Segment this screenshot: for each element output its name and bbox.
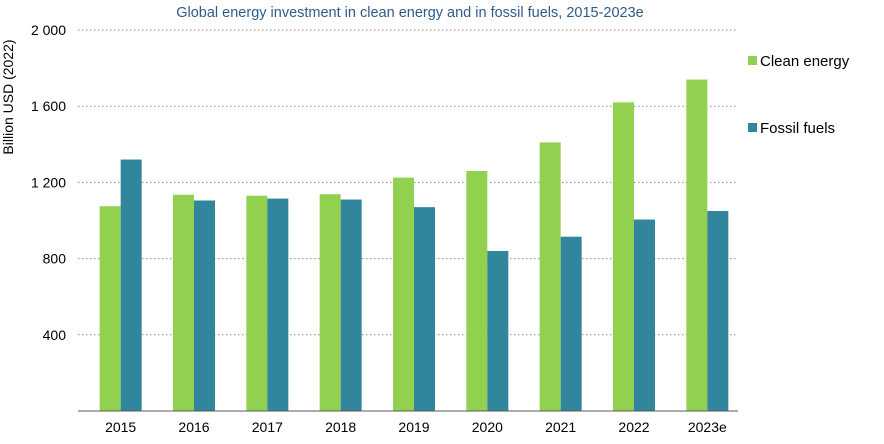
y-axis-label: Billion USD (2022) (0, 39, 16, 154)
bar-clean-energy (686, 79, 708, 411)
bar-clean-energy (246, 195, 268, 411)
bar-clean-energy (613, 102, 634, 411)
gridlines: 400 800 1 200 1 600 2 000 (31, 22, 738, 343)
bar-fossil-fuels (560, 236, 582, 411)
bar-fossil-fuels (707, 210, 729, 411)
bar-fossil-fuels (634, 219, 655, 411)
x-tick-labels: 2015 2016 2017 2018 2019 2020 2021 2022 2023e (105, 419, 727, 435)
bar-clean-energy (99, 206, 121, 411)
x-tick-label: 2016 (178, 419, 209, 435)
y-tick-label: 800 (43, 251, 67, 267)
bar-fossil-fuels (340, 199, 362, 411)
x-tick-label: 2021 (545, 419, 576, 435)
bar-fossil-fuels (194, 200, 215, 411)
x-tick-label: 2018 (325, 419, 356, 435)
x-tick-label: 2022 (618, 419, 649, 435)
bar-fossil-fuels (120, 159, 142, 411)
bar-clean-energy (466, 170, 488, 411)
x-tick-label: 2023e (688, 419, 727, 435)
y-tick-label: 400 (43, 327, 67, 343)
y-tick-label: 2 000 (31, 22, 66, 38)
legend-label: Clean energy (760, 53, 850, 70)
bar-clean-energy (539, 142, 561, 411)
legend-swatch (748, 56, 757, 65)
y-tick-label: 1 200 (31, 174, 66, 190)
bar-clean-energy (173, 194, 194, 411)
legend-label: Fossil fuels (760, 120, 835, 137)
legend: Clean energy Fossil fuels (748, 53, 850, 137)
x-tick-label: 2020 (472, 419, 503, 435)
x-tick-label: 2017 (252, 419, 283, 435)
x-tick-label: 2019 (398, 419, 429, 435)
bar-clean-energy (319, 194, 341, 411)
y-tick-label: 1 600 (31, 98, 66, 114)
x-tick-label: 2015 (105, 419, 136, 435)
bar-fossil-fuels (267, 198, 289, 411)
bar-fossil-fuels (414, 207, 435, 411)
legend-swatch (748, 123, 757, 132)
bar-fossil-fuels (487, 250, 509, 411)
bar-clean-energy (393, 177, 414, 411)
chart-title: Global energy investment in clean energy… (176, 5, 644, 21)
bars (99, 79, 729, 411)
